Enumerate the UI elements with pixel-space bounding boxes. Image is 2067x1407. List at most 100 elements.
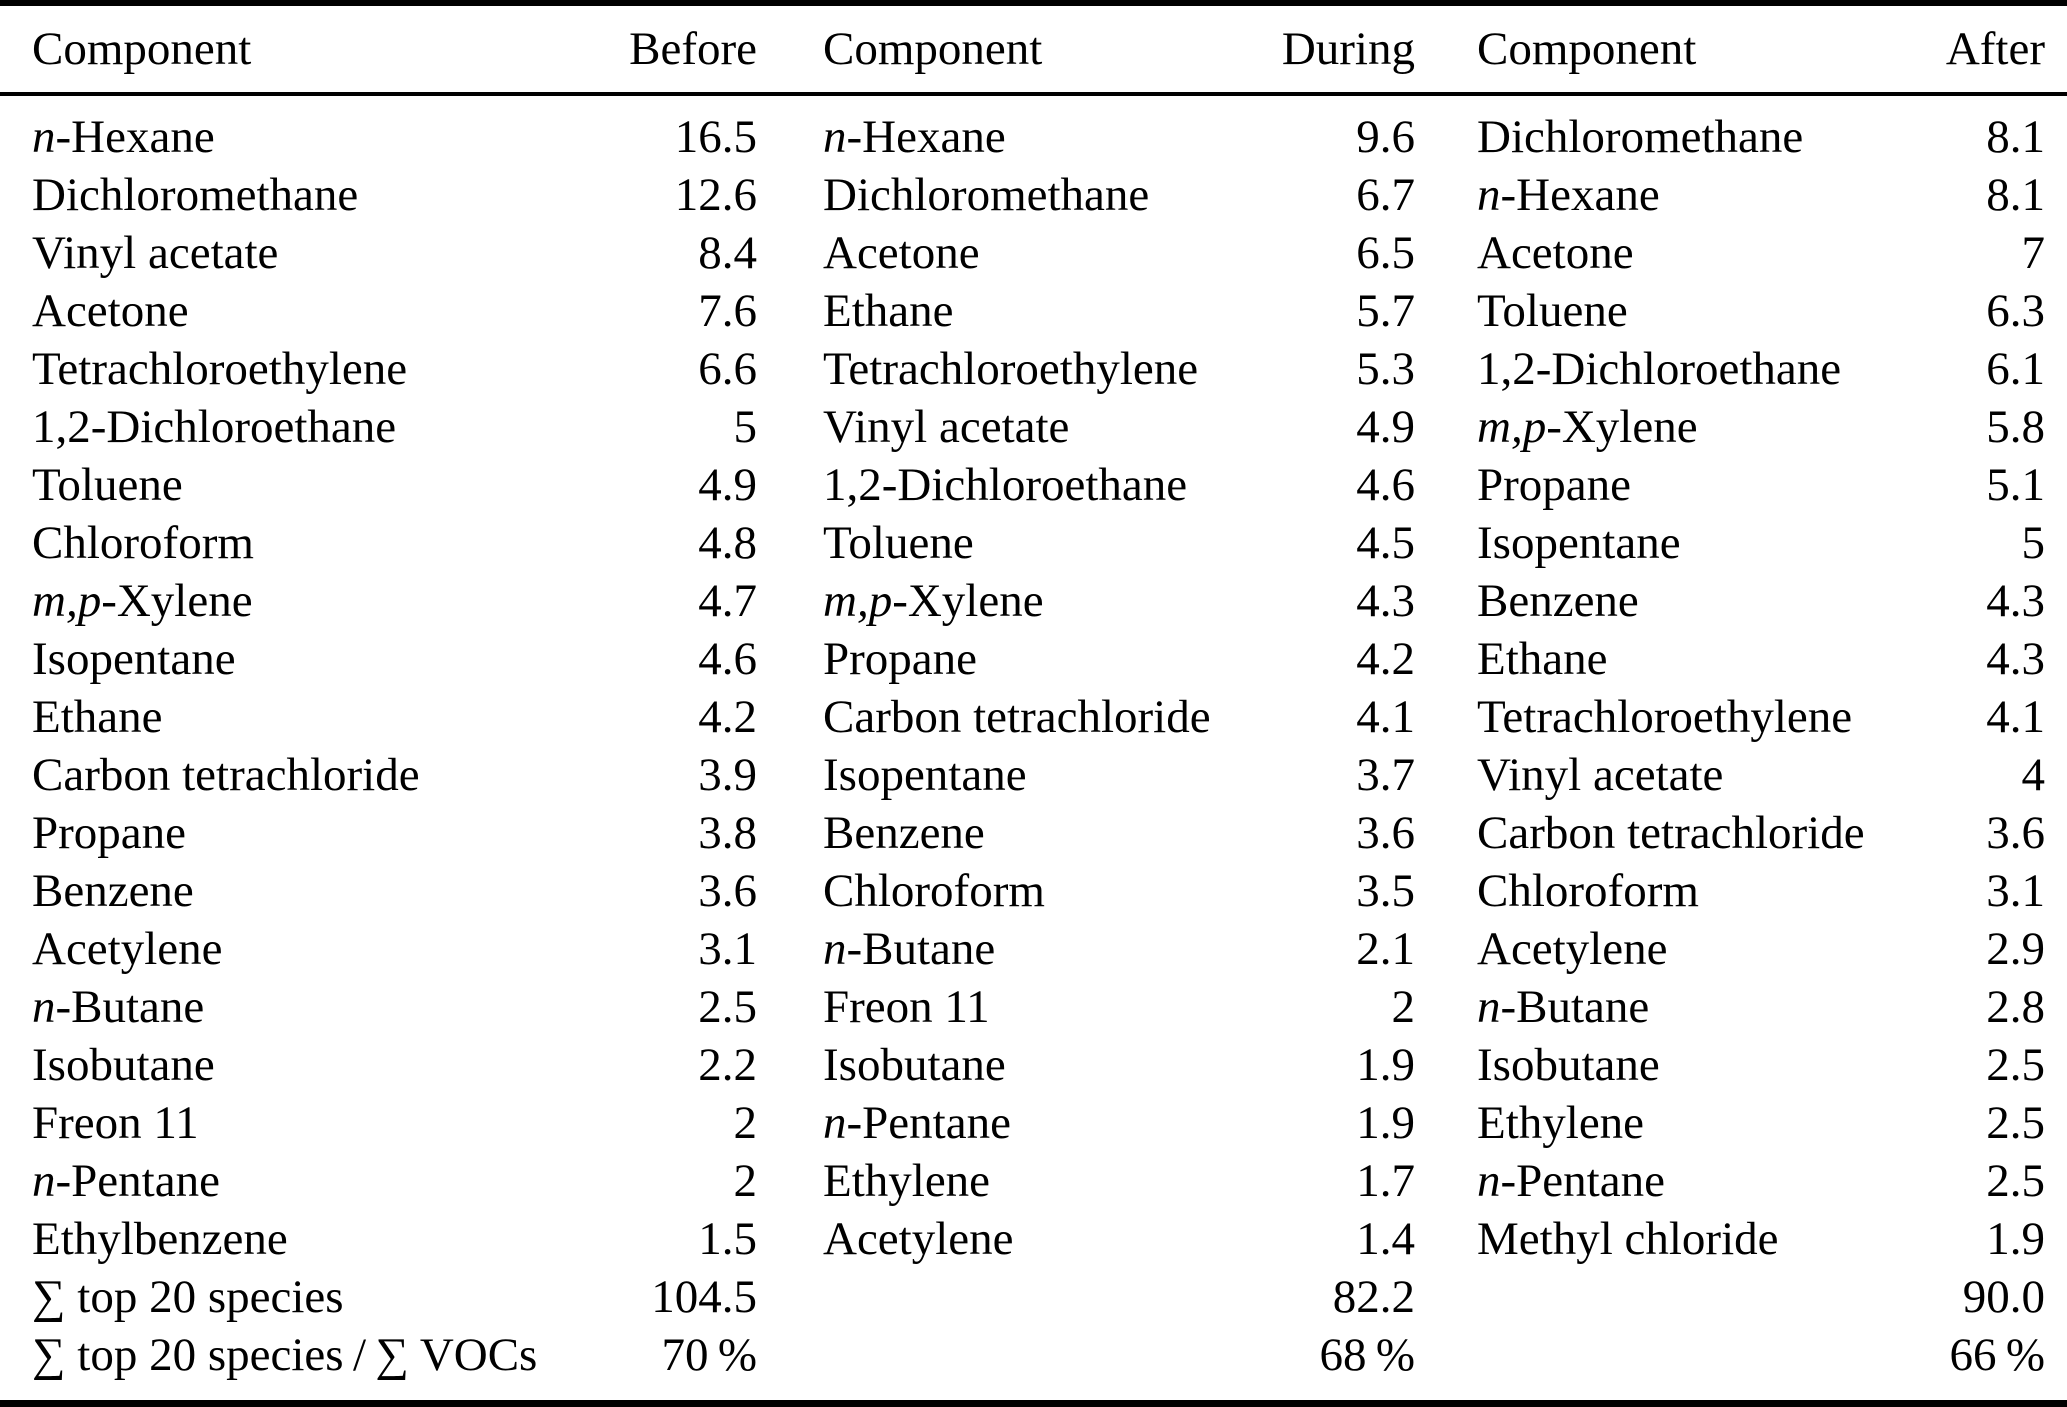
table-row: Acetone 7.6 Ethane 5.7 Toluene 6.3 [0,282,2067,340]
value-cell-during: 1.9 [1356,1097,1415,1149]
component-cell-after: Tetrachloroethylene [1415,688,1915,746]
value-cell-before: 6.6 [698,343,757,395]
component-cell-during: Chloroform [757,862,1240,920]
component-cell-before: Tetrachloroethylene [0,340,560,398]
value-cell-before: 5 [733,401,758,453]
component-name: -Xylene [1546,401,1698,453]
component-cell-before: Freon 11 [0,1094,560,1152]
component-cell-after: n-Pentane [1415,1152,1915,1210]
component-cell-before: Propane [0,804,560,862]
component-name: Dichloromethane [823,169,1150,221]
header-during: During [1240,3,1415,96]
component-cell-during [757,1268,1240,1326]
component-name: Tetrachloroethylene [823,343,1199,395]
component-name: Dichloromethane [1477,111,1804,163]
component-cell-before: Benzene [0,862,560,920]
value-cell-during: 3.5 [1356,865,1415,917]
component-cell-after: Benzene [1415,572,1915,630]
component-name: Chloroform [32,517,254,569]
component-cell-before: ∑ top 20 species [0,1268,560,1326]
component-name: Tetrachloroethylene [32,343,408,395]
component-cell-after: m,p-Xylene [1415,398,1915,456]
value-cell-after: 90.0 [1962,1271,2045,1323]
component-name: Vinyl acetate [32,227,279,279]
value-cell-before: 4.6 [698,633,757,685]
component-name: Freon 11 [32,1097,199,1149]
component-cell-after: Carbon tetrachloride [1415,804,1915,862]
component-cell-before: Carbon tetrachloride [0,746,560,804]
component-cell-during [757,1326,1240,1404]
component-cell-before: n-Pentane [0,1152,560,1210]
component-italic-prefix: n [823,1097,847,1149]
value-cell-before: 70 % [661,1329,757,1381]
component-cell-during: 1,2-Dichloroethane [757,456,1240,514]
value-cell-before: 4.2 [698,691,757,743]
component-italic-prefix: n [32,981,56,1033]
component-name: 1,2-Dichloroethane [1477,343,1842,395]
value-cell-during: 68 % [1319,1329,1415,1381]
value-cell-before: 3.8 [698,807,757,859]
component-cell-after: Vinyl acetate [1415,746,1915,804]
component-cell-during: n-Butane [757,920,1240,978]
component-cell-before: Chloroform [0,514,560,572]
component-cell-before: Ethylbenzene [0,1210,560,1268]
value-cell-during: 1.9 [1356,1039,1415,1091]
component-cell-after: Chloroform [1415,862,1915,920]
component-name: Ethane [32,691,163,743]
value-cell-after: 2.5 [1986,1155,2045,1207]
component-cell-before: Acetone [0,282,560,340]
table-row: 1,2-Dichloroethane 5 Vinyl acetate 4.9 m… [0,398,2067,456]
component-name: Acetylene [32,923,223,975]
value-cell-after: 66 % [1949,1329,2045,1381]
component-name: Isopentane [823,749,1027,801]
component-cell-after: Toluene [1415,282,1915,340]
component-italic-prefix: m,p [823,575,893,627]
component-cell-before: m,p-Xylene [0,572,560,630]
table-row: Ethylbenzene 1.5 Acetylene 1.4 Methyl ch… [0,1210,2067,1268]
component-cell-before: Vinyl acetate [0,224,560,282]
value-cell-before: 2.2 [698,1039,757,1091]
component-name: Ethylene [1477,1097,1645,1149]
component-name: Acetone [823,227,980,279]
component-cell-during: Toluene [757,514,1240,572]
table-row: Ethane 4.2 Carbon tetrachloride 4.1 Tetr… [0,688,2067,746]
value-cell-after: 5.8 [1986,401,2045,453]
table-row: Acetylene 3.1 n-Butane 2.1 Acetylene 2.9 [0,920,2067,978]
value-cell-during: 5.7 [1356,285,1415,337]
table-row: Isopentane 4.6 Propane 4.2 Ethane 4.3 [0,630,2067,688]
value-cell-after: 5 [2021,517,2046,569]
component-name: Acetone [32,285,189,337]
value-cell-after: 4 [2021,749,2046,801]
component-name: Propane [1477,459,1632,511]
value-cell-after: 6.3 [1986,285,2045,337]
component-cell-after: Methyl chloride [1415,1210,1915,1268]
component-italic-prefix: n [1477,1155,1501,1207]
component-name: ∑ top 20 species / ∑ VOCs [32,1329,538,1381]
component-name: 1,2-Dichloroethane [823,459,1188,511]
component-cell-during: Acetylene [757,1210,1240,1268]
component-name: Acetylene [1477,923,1668,975]
component-cell-after: Acetylene [1415,920,1915,978]
component-cell-during: Ethane [757,282,1240,340]
component-name: -Pentane [55,1155,220,1207]
table-row: Propane 3.8 Benzene 3.6 Carbon tetrachlo… [0,804,2067,862]
component-cell-before: n-Hexane [0,94,560,166]
header-after: After [1915,3,2067,96]
component-name: Benzene [1477,575,1639,627]
value-cell-before: 4.7 [698,575,757,627]
value-cell-before: 3.6 [698,865,757,917]
value-cell-during: 82.2 [1332,1271,1415,1323]
value-cell-before: 4.8 [698,517,757,569]
component-name: Toluene [32,459,183,511]
table-row: Freon 11 2 n-Pentane 1.9 Ethylene 2.5 [0,1094,2067,1152]
component-name: -Butane [55,981,205,1033]
component-name: -Butane [1500,981,1650,1033]
value-cell-during: 4.3 [1356,575,1415,627]
component-cell-during: Acetone [757,224,1240,282]
component-cell-during: Ethylene [757,1152,1240,1210]
component-name: Isopentane [1477,517,1681,569]
value-cell-during: 4.9 [1356,401,1415,453]
component-name: Vinyl acetate [1477,749,1724,801]
component-cell-before: Dichloromethane [0,166,560,224]
